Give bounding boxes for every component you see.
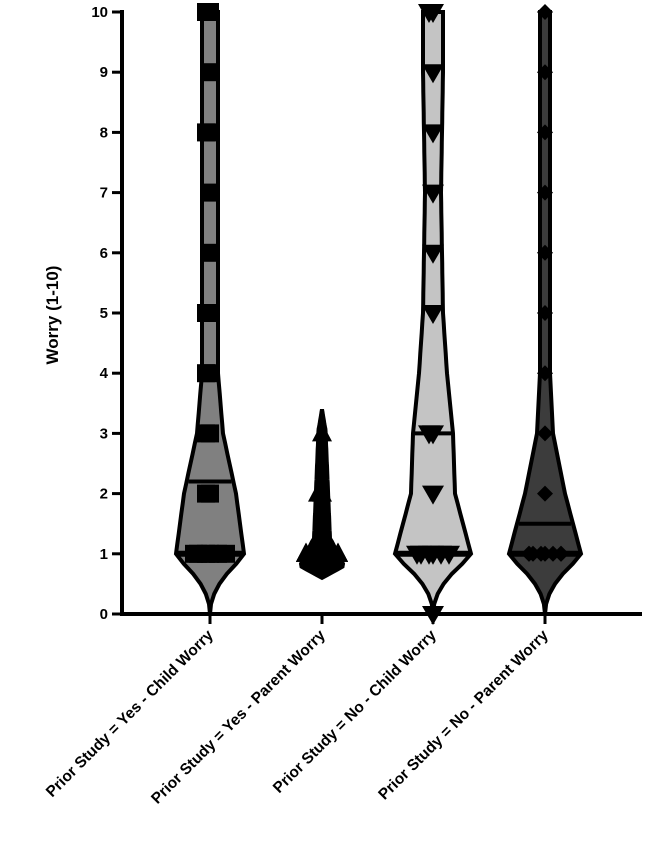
y-axis-title: Worry (1-10) (43, 266, 62, 365)
markers-layer (185, 3, 569, 625)
data-point-4 (537, 305, 553, 321)
data-point-1 (197, 3, 215, 21)
data-point-3 (422, 485, 444, 505)
data-point-3 (418, 4, 440, 23)
y-tick-label: 4 (100, 365, 109, 382)
data-point-4 (537, 244, 553, 261)
data-point-1 (197, 123, 215, 142)
data-point-4 (537, 485, 553, 502)
y-tick-label: 5 (100, 305, 108, 322)
data-point-4 (537, 365, 553, 382)
data-point-4 (537, 425, 553, 442)
y-tick-label: 0 (100, 606, 108, 623)
data-point-4 (553, 545, 569, 562)
data-point-3 (422, 305, 444, 324)
data-point-4 (537, 4, 553, 20)
y-tick-label: 2 (100, 486, 108, 503)
data-point-3 (422, 244, 444, 264)
data-point-3 (406, 545, 428, 565)
data-point-3 (418, 425, 440, 445)
y-tick-label: 3 (100, 425, 108, 442)
data-point-4 (537, 64, 553, 81)
data-point-1 (201, 243, 219, 262)
data-point-4 (537, 184, 553, 201)
y-tick-label: 9 (100, 64, 108, 81)
y-tick-label: 1 (100, 546, 108, 563)
data-point-1 (197, 484, 215, 503)
data-point-2 (312, 422, 332, 442)
data-point-4 (521, 545, 537, 562)
data-point-3 (422, 184, 444, 204)
data-point-2 (296, 542, 316, 562)
y-tick-label: 10 (91, 4, 108, 21)
data-point-1 (201, 183, 219, 202)
data-point-4 (537, 124, 553, 141)
violins-layer (173, 10, 584, 615)
data-point-1 (185, 544, 203, 563)
data-point-1 (217, 544, 235, 563)
y-tick-label: 8 (100, 124, 108, 141)
x-tick-label: Prior Study = Yes - Parent Worry (148, 627, 329, 808)
y-tick-label: 6 (100, 245, 108, 262)
data-point-2 (308, 482, 328, 502)
data-point-1 (197, 364, 215, 383)
data-point-1 (197, 424, 215, 443)
data-point-2 (328, 542, 348, 562)
data-point-3 (422, 124, 444, 144)
data-point-3 (422, 64, 444, 84)
data-point-3 (438, 545, 460, 565)
data-point-1 (201, 63, 219, 82)
y-tick-label: 7 (100, 185, 108, 202)
data-point-1 (197, 304, 215, 322)
